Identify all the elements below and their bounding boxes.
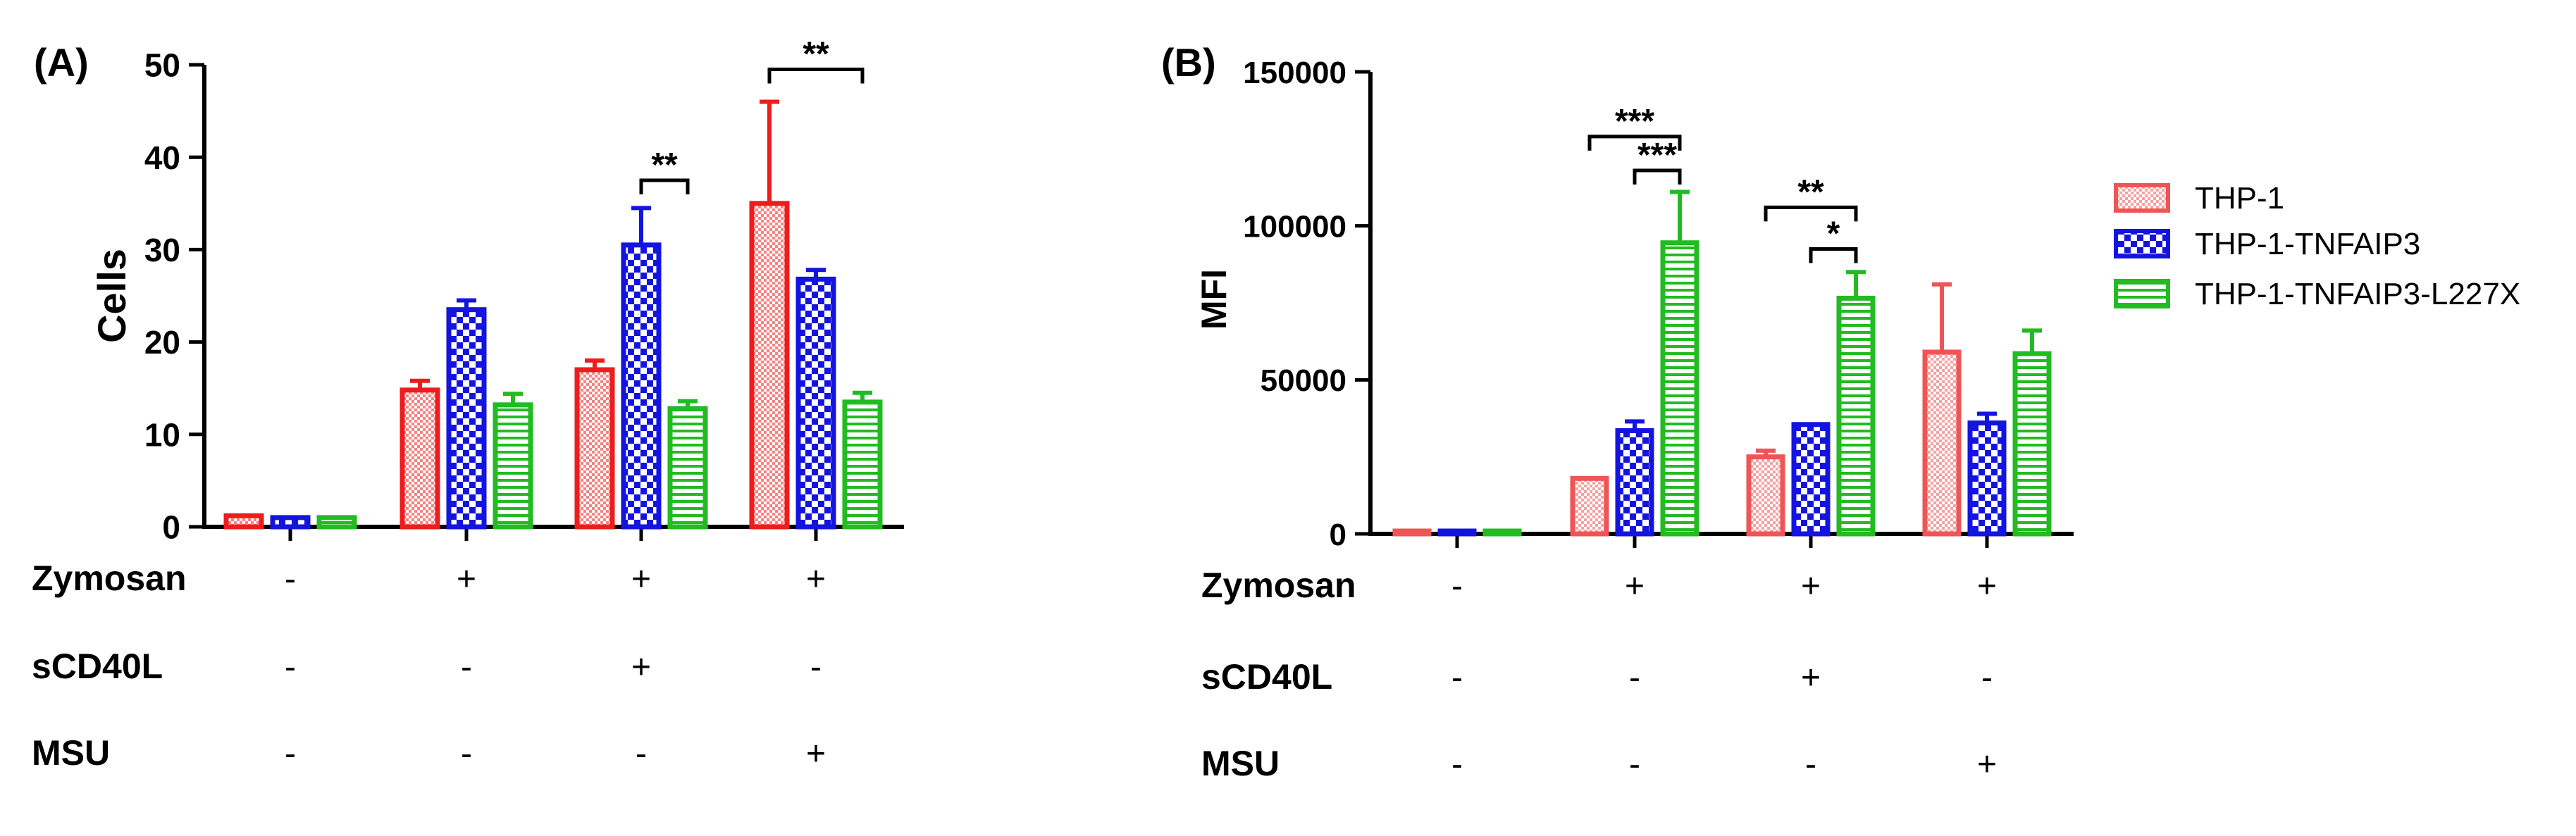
bar-thp1 — [749, 201, 790, 530]
y-tick-label: 30 — [144, 232, 180, 268]
panel-b-label: (B) — [1161, 40, 1216, 85]
condition-value: - — [285, 561, 296, 598]
significance-bracket — [639, 178, 690, 194]
condition-name: Zymosan — [1201, 566, 1356, 605]
condition-name: Zymosan — [32, 559, 187, 598]
legend: THP-1 THP-1-TNFAIP3 THP-1-TNFAIP3-L227X — [2114, 181, 2520, 311]
significance-bracket — [1809, 247, 1858, 263]
bar-thp1 — [1922, 349, 1962, 537]
panel-a-label: (A) — [34, 40, 89, 85]
legend-label-l227x: THP-1-TNFAIP3-L227X — [2195, 277, 2520, 311]
bar-l227x — [493, 402, 533, 530]
condition-value: - — [1629, 659, 1640, 697]
bar-l227x — [667, 406, 708, 530]
bar-l227x — [1660, 240, 1699, 537]
bar-l227x — [1482, 528, 1522, 537]
bar-tnfaip3 — [1437, 528, 1477, 537]
y-tick-label: 50 — [144, 47, 180, 84]
bar-thp1 — [223, 513, 264, 530]
bar-l227x — [2012, 351, 2052, 537]
condition-value: + — [457, 561, 476, 598]
condition-value: - — [1629, 746, 1640, 783]
condition-value: - — [461, 649, 472, 686]
significance-bracket — [767, 68, 865, 84]
significance-bracket — [1633, 168, 1682, 185]
bar-thp1 — [574, 367, 615, 530]
legend-label-tnfaip3: THP-1-TNFAIP3 — [2195, 227, 2420, 261]
y-tick-label: 0 — [162, 509, 180, 546]
y-tick-label: 100000 — [1243, 210, 1346, 244]
legend-swatch-tnfaip3 — [2114, 229, 2170, 258]
condition-value: + — [1977, 746, 1997, 783]
significance-label: ** — [1797, 173, 1824, 211]
condition-value: + — [631, 649, 651, 686]
bar-thp1 — [1570, 475, 1609, 537]
bar-thp1 — [1392, 528, 1432, 537]
condition-value: - — [1981, 659, 1993, 697]
condition-value: - — [285, 735, 296, 773]
significance-label: * — [1827, 215, 1840, 252]
y-tick-label: 40 — [144, 139, 180, 176]
significance-label: *** — [1615, 103, 1654, 140]
y-tick-label: 50000 — [1261, 363, 1346, 398]
condition-value: - — [1805, 746, 1816, 783]
legend-swatch-l227x — [2114, 279, 2170, 308]
bar-tnfaip3 — [270, 515, 311, 530]
y-tick-label: 0 — [1330, 518, 1346, 552]
bar-l227x — [316, 515, 357, 530]
bar-tnfaip3 — [621, 242, 662, 530]
y-tick-label: 20 — [144, 324, 180, 361]
condition-value: - — [461, 735, 472, 773]
panel-b-ylabel: MFI — [1194, 269, 1234, 330]
condition-value: + — [631, 561, 651, 598]
condition-value: + — [1801, 568, 1821, 605]
significance-label: ** — [803, 36, 829, 73]
condition-value: - — [1451, 746, 1463, 783]
bar-tnfaip3 — [1791, 422, 1831, 537]
bar-tnfaip3 — [1967, 420, 2007, 537]
bar-tnfaip3 — [446, 307, 487, 530]
panel-a-chart: 0 10 20 30 40 50 ** ** Zymosan - + + + sCD40L - - + - MSU -… — [32, 36, 904, 773]
condition-name: sCD40L — [32, 647, 163, 686]
condition-value: - — [285, 649, 296, 686]
bar-thp1 — [400, 387, 440, 530]
condition-value: + — [1625, 568, 1645, 605]
condition-name: sCD40L — [1201, 657, 1332, 697]
y-tick-label: 150000 — [1243, 56, 1346, 90]
condition-value: + — [1977, 568, 1997, 605]
condition-name: MSU — [32, 733, 110, 773]
significance-label: *** — [1637, 137, 1677, 174]
bar-l227x — [842, 399, 883, 530]
bar-tnfaip3 — [1615, 428, 1654, 537]
legend-swatch-thp1 — [2114, 183, 2170, 213]
condition-name: MSU — [1201, 744, 1280, 783]
condition-value: - — [1451, 568, 1463, 605]
condition-value: + — [806, 735, 826, 773]
significance-bracket — [1587, 135, 1682, 151]
legend-label-thp1: THP-1 — [2195, 181, 2284, 216]
significance-bracket — [1764, 205, 1858, 222]
condition-value: - — [636, 735, 647, 773]
y-tick-label: 10 — [144, 416, 180, 453]
bar-tnfaip3 — [795, 276, 836, 530]
bar-l227x — [1836, 295, 1876, 537]
condition-value: - — [810, 649, 822, 686]
panel-a-ylabel: Cells — [89, 249, 134, 343]
significance-label: ** — [651, 146, 678, 184]
bar-thp1 — [1746, 454, 1785, 537]
condition-value: + — [806, 561, 826, 598]
condition-value: + — [1801, 659, 1821, 697]
condition-value: - — [1451, 659, 1463, 697]
